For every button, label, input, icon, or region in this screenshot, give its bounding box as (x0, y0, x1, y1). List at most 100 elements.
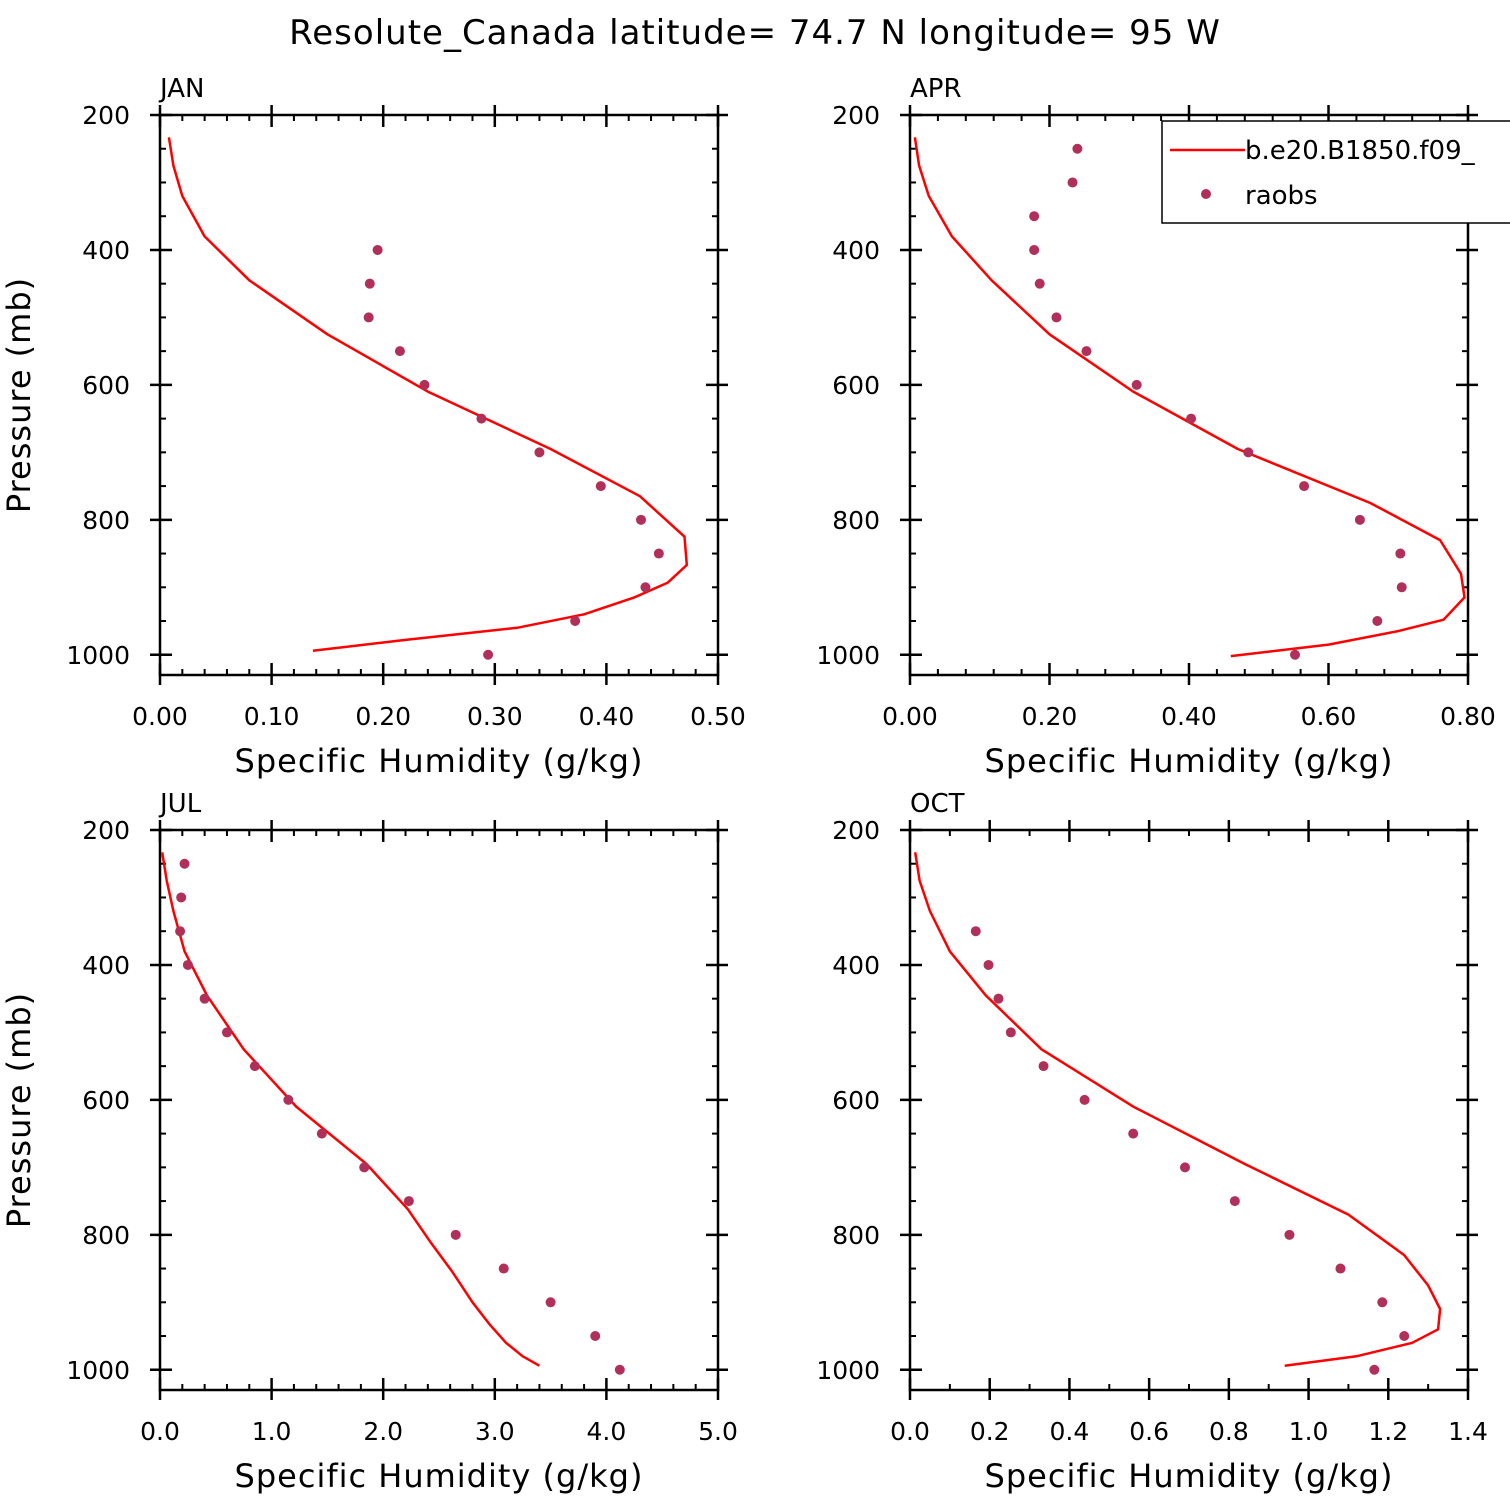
y-tick-label: 600 (82, 371, 130, 400)
x-tick-label: 0.0 (140, 1417, 180, 1446)
model-line (160, 852, 541, 1367)
legend-box (1161, 120, 1510, 224)
raobs-point (419, 379, 430, 390)
y-tick-label: 200 (82, 101, 130, 130)
panel-label: APR (910, 74, 962, 104)
y-tick-label: 1000 (816, 1356, 880, 1385)
x-tick-label: 0.40 (1161, 702, 1217, 731)
raobs-point (403, 1196, 414, 1207)
y-tick-label: 400 (832, 951, 880, 980)
x-tick-label: 0.30 (467, 702, 523, 731)
raobs-point (545, 1297, 556, 1308)
y-tick-label: 200 (832, 101, 880, 130)
y-tick-label: 800 (82, 506, 130, 535)
raobs-point (1396, 582, 1407, 593)
x-tick-label: 3.0 (475, 1417, 515, 1446)
x-tick-label: 0.80 (1440, 702, 1496, 731)
model-line (913, 852, 1442, 1367)
panel-label: JUL (158, 789, 202, 819)
x-tick-label: 1.0 (252, 1417, 292, 1446)
raobs-point (653, 548, 664, 559)
model-line (167, 137, 689, 652)
raobs-point (1372, 616, 1383, 627)
raobs-point (316, 1128, 327, 1139)
raobs-point (498, 1263, 509, 1274)
x-tick-label: 2.0 (363, 1417, 403, 1446)
x-axis-title: Specific Humidity (g/kg) (985, 742, 1394, 780)
panel-oct: OCT 0.0 0.2 0.4 0.6 0.8 1.0 1.2 1.4 200 400 600 800 1… (816, 789, 1488, 1495)
y-tick-label: 1000 (66, 641, 130, 670)
raobs-point (1399, 1331, 1410, 1342)
y-axis-title: Pressure (mb) (0, 277, 38, 513)
raobs-point (283, 1094, 294, 1105)
raobs-point (614, 1364, 625, 1375)
y-tick-label: 400 (82, 236, 130, 265)
raobs-point (199, 993, 210, 1004)
x-tick-label: 0.6 (1129, 1417, 1169, 1446)
y-tick-label: 200 (832, 816, 880, 845)
y-tick-label: 600 (82, 1086, 130, 1115)
raobs-point (364, 278, 375, 289)
panel-frame (158, 828, 720, 1392)
x-tick-label: 0.20 (1022, 702, 1078, 731)
x-axis-title: Specific Humidity (g/kg) (985, 1457, 1394, 1495)
raobs-point (1029, 244, 1040, 255)
y-tick-label: 800 (832, 506, 880, 535)
raobs-point (640, 582, 651, 593)
raobs-point (1395, 548, 1406, 559)
raobs-point (394, 346, 405, 357)
raobs-point (249, 1061, 260, 1072)
model-line (913, 137, 1466, 658)
raobs-point (1067, 177, 1078, 188)
raobs-point (1377, 1297, 1388, 1308)
raobs-point (476, 413, 487, 424)
raobs-point (1180, 1162, 1191, 1173)
raobs-point (1284, 1229, 1295, 1240)
raobs-point (1290, 649, 1301, 660)
raobs-point (590, 1331, 601, 1342)
raobs-point (483, 649, 494, 660)
raobs-point (1072, 143, 1083, 154)
raobs-point (175, 926, 186, 937)
y-tick-label: 400 (832, 236, 880, 265)
panel-label: OCT (910, 789, 965, 819)
x-tick-label: 1.0 (1289, 1417, 1329, 1446)
x-tick-label: 0.2 (970, 1417, 1010, 1446)
y-tick-label: 1000 (816, 641, 880, 670)
raobs-point (993, 993, 1004, 1004)
raobs-point (1131, 379, 1142, 390)
x-tick-label: 5.0 (698, 1417, 738, 1446)
y-tick-label: 1000 (66, 1356, 130, 1385)
raobs-point (1081, 346, 1092, 357)
raobs-point (1335, 1263, 1346, 1274)
raobs-point (570, 616, 581, 627)
raobs-point (970, 926, 981, 937)
legend-obs-label: raobs (1245, 181, 1318, 211)
x-tick-label: 0.60 (1301, 702, 1357, 731)
x-tick-label: 4.0 (587, 1417, 627, 1446)
chart-title: Resolute_Canada latitude= 74.7 N longitu… (289, 13, 1221, 53)
raobs-point (372, 244, 383, 255)
x-tick-label: 1.2 (1368, 1417, 1408, 1446)
y-tick-label: 200 (82, 816, 130, 845)
raobs-point (595, 481, 606, 492)
y-tick-label: 400 (82, 951, 130, 980)
raobs-point (1354, 514, 1365, 525)
x-tick-label: 0.00 (132, 702, 188, 731)
raobs-point (1051, 312, 1062, 323)
raobs-point (1079, 1094, 1090, 1105)
raobs-point (1186, 413, 1197, 424)
raobs-point (983, 959, 994, 970)
x-tick-label: 1.4 (1448, 1417, 1488, 1446)
raobs-point (1005, 1027, 1016, 1038)
raobs-point (182, 959, 193, 970)
x-tick-label: 0.8 (1209, 1417, 1249, 1446)
panel-jan: JAN 0.00 0.10 0.20 0.30 0.40 0.50 200 400 600 800 1… (0, 74, 746, 780)
legend: b.e20.B1850.f09_ raobs (1161, 120, 1510, 224)
panel-jul: JUL 0.0 1.0 2.0 3.0 4.0 5.0 200 400 600 800 1000 Spe… (0, 789, 738, 1495)
x-tick-label: 0.10 (244, 702, 300, 731)
x-tick-label: 0.20 (355, 702, 411, 731)
raobs-point (1243, 447, 1254, 458)
legend-model-label: b.e20.B1850.f09_ (1245, 136, 1476, 166)
